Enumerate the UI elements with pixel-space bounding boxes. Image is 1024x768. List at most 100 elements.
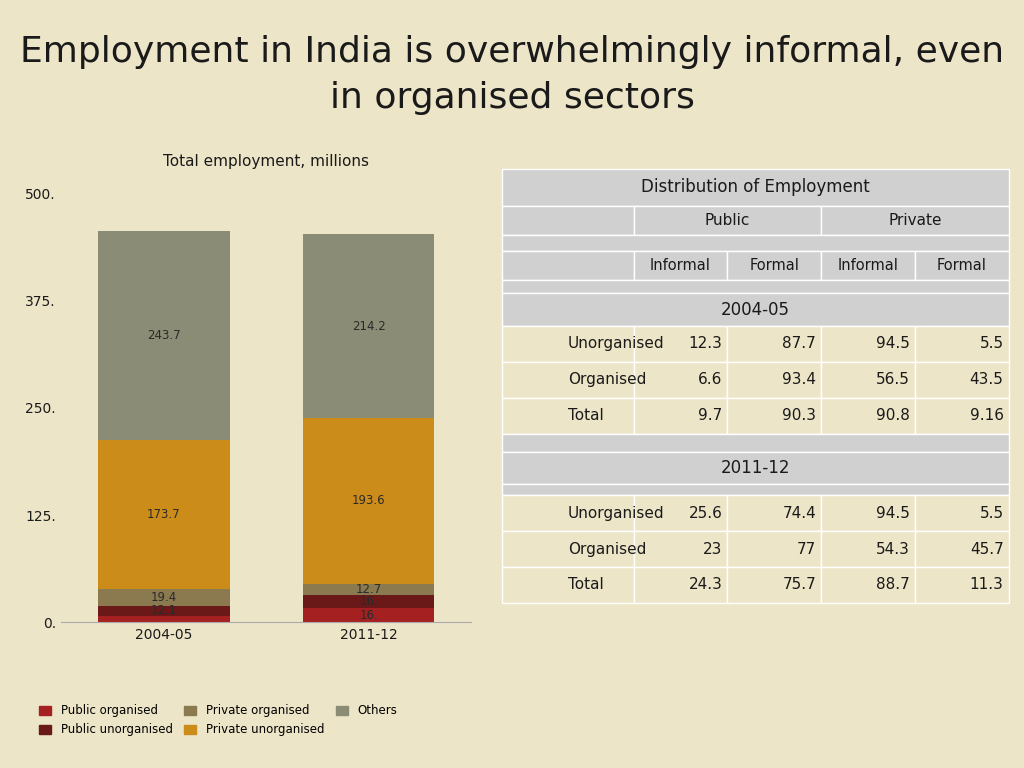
Text: 12.1: 12.1 <box>151 604 177 617</box>
Bar <box>502 280 1009 293</box>
Text: 214.2: 214.2 <box>352 319 385 333</box>
Bar <box>502 206 634 235</box>
Bar <box>98 440 229 589</box>
Bar <box>303 584 434 594</box>
Text: 43.5: 43.5 <box>970 372 1004 387</box>
Bar <box>502 250 634 280</box>
Bar <box>634 206 821 235</box>
Bar <box>727 362 821 398</box>
Text: 9.7: 9.7 <box>698 408 722 423</box>
Bar <box>502 567 634 603</box>
Bar <box>821 326 914 362</box>
Bar <box>634 495 727 531</box>
Text: 173.7: 173.7 <box>147 508 180 521</box>
Bar <box>303 418 434 584</box>
Bar <box>821 398 914 434</box>
Bar <box>502 235 1009 250</box>
Bar <box>502 531 634 567</box>
Bar <box>727 326 821 362</box>
Bar <box>634 362 727 398</box>
Text: Informal: Informal <box>650 258 711 273</box>
Text: Unorganised: Unorganised <box>567 505 665 521</box>
Bar <box>914 326 1009 362</box>
Text: 6.6: 6.6 <box>698 372 722 387</box>
Bar <box>502 434 1009 452</box>
Text: 88.7: 88.7 <box>877 578 909 592</box>
Text: 93.4: 93.4 <box>782 372 816 387</box>
Bar <box>502 452 1009 484</box>
Text: Distribution of Employment: Distribution of Employment <box>641 178 869 197</box>
Bar <box>634 398 727 434</box>
Bar <box>821 495 914 531</box>
Bar <box>914 567 1009 603</box>
Bar <box>914 362 1009 398</box>
Bar <box>727 398 821 434</box>
Bar <box>502 326 634 362</box>
Bar <box>502 398 634 434</box>
Text: 5.5: 5.5 <box>979 505 1004 521</box>
Bar <box>821 250 914 280</box>
Bar <box>502 495 634 531</box>
Text: 12.7: 12.7 <box>355 583 382 596</box>
Text: Informal: Informal <box>838 258 898 273</box>
Bar <box>914 398 1009 434</box>
Text: Formal: Formal <box>937 258 987 273</box>
Bar <box>98 616 229 622</box>
Text: 9.16: 9.16 <box>970 408 1004 423</box>
Bar <box>821 531 914 567</box>
Text: 54.3: 54.3 <box>876 541 909 557</box>
Bar <box>634 567 727 603</box>
Text: 75.7: 75.7 <box>782 578 816 592</box>
Text: Formal: Formal <box>750 258 799 273</box>
Bar <box>303 608 434 622</box>
Bar <box>634 326 727 362</box>
Text: 16.: 16. <box>359 595 378 608</box>
Text: 24.3: 24.3 <box>688 578 722 592</box>
Text: 19.4: 19.4 <box>151 591 177 604</box>
Text: 77: 77 <box>797 541 816 557</box>
Text: 11.3: 11.3 <box>970 578 1004 592</box>
Bar <box>821 206 1009 235</box>
Bar <box>303 594 434 608</box>
Text: Private: Private <box>888 213 942 228</box>
Text: 2011-12: 2011-12 <box>721 458 790 477</box>
Text: 25.6: 25.6 <box>688 505 722 521</box>
Text: 74.4: 74.4 <box>782 505 816 521</box>
Bar <box>914 531 1009 567</box>
Bar <box>821 362 914 398</box>
Bar <box>727 250 821 280</box>
Bar <box>634 250 727 280</box>
Text: Employment in India is overwhelmingly informal, even: Employment in India is overwhelmingly in… <box>19 35 1005 68</box>
Bar <box>98 606 229 616</box>
Text: Total: Total <box>567 578 603 592</box>
Text: 94.5: 94.5 <box>876 505 909 521</box>
Bar <box>727 567 821 603</box>
Bar <box>914 495 1009 531</box>
Bar <box>502 484 1009 495</box>
Text: 90.8: 90.8 <box>876 408 909 423</box>
Text: Organised: Organised <box>567 372 646 387</box>
Text: Total: Total <box>567 408 603 423</box>
Text: in organised sectors: in organised sectors <box>330 81 694 114</box>
Text: Organised: Organised <box>567 541 646 557</box>
Text: 16.: 16. <box>359 609 378 622</box>
Text: 193.6: 193.6 <box>352 495 385 508</box>
Text: 243.7: 243.7 <box>147 329 180 343</box>
Text: 12.3: 12.3 <box>688 336 722 351</box>
Text: Public: Public <box>705 213 750 228</box>
Text: Unorganised: Unorganised <box>567 336 665 351</box>
Bar <box>914 250 1009 280</box>
Bar <box>634 531 727 567</box>
Text: 23: 23 <box>702 541 722 557</box>
Bar <box>98 231 229 440</box>
Text: 56.5: 56.5 <box>876 372 909 387</box>
Text: 45.7: 45.7 <box>970 541 1004 557</box>
Text: 5.5: 5.5 <box>979 336 1004 351</box>
Bar <box>303 234 434 418</box>
Bar <box>98 589 229 606</box>
Bar <box>502 362 634 398</box>
Text: 2004-05: 2004-05 <box>721 300 790 319</box>
Text: 90.3: 90.3 <box>782 408 816 423</box>
Title: Total employment, millions: Total employment, millions <box>163 154 370 168</box>
Bar <box>727 531 821 567</box>
